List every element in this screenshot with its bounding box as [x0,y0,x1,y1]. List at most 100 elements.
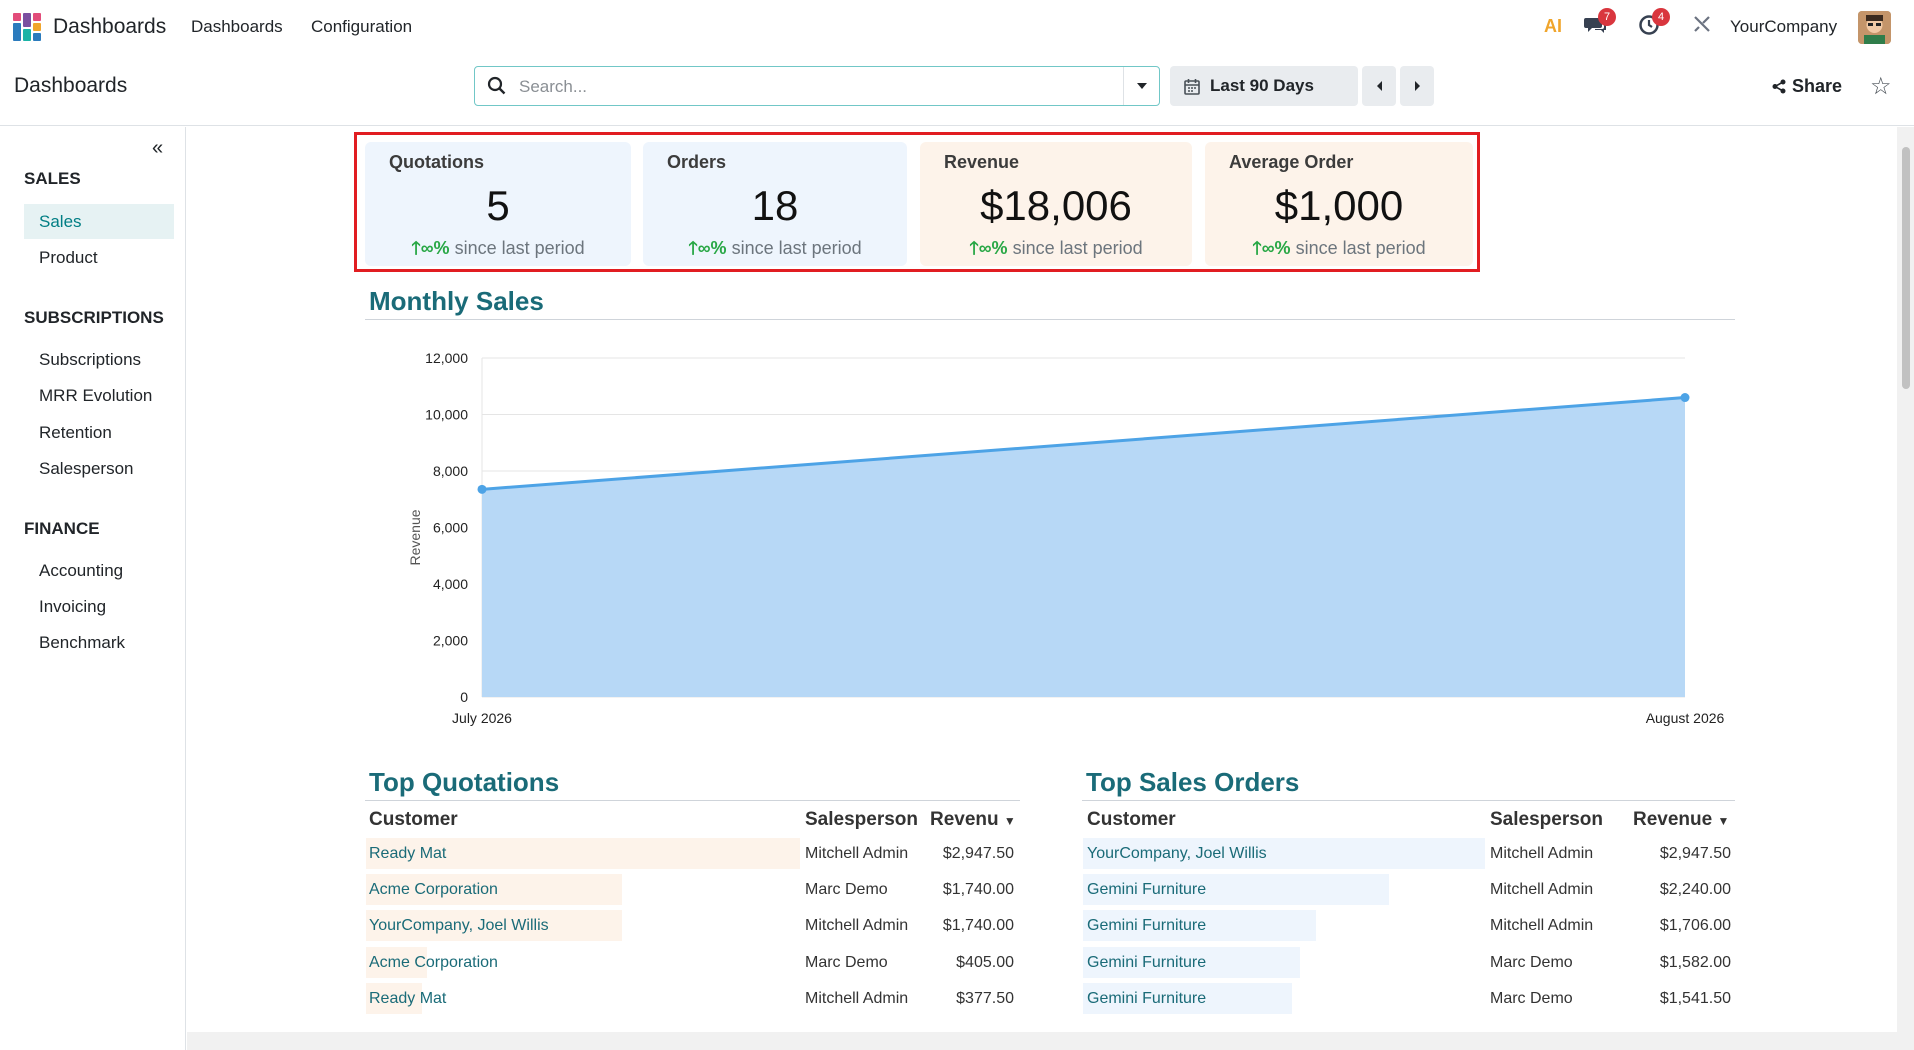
revenue-cell: $2,240.00 [1659,881,1731,899]
debug-tools-icon[interactable] [1692,14,1712,40]
salesperson-cell: Marc Demo [1490,989,1573,1007]
revenue-share-bar [1083,910,1317,942]
kpi-highlight-frame [354,132,1480,272]
revenue-cell: $1,582.00 [1659,953,1731,971]
share-button[interactable]: Share [1772,76,1842,97]
date-filter-button[interactable]: Last 90 Days [1170,66,1358,106]
sidebar-item-subscriptions[interactable]: Subscriptions [39,350,142,369]
ai-icon[interactable]: AI [1544,16,1562,36]
sidebar-item-product[interactable]: Product [39,248,98,267]
arrow-up-icon: 🡑 [688,238,698,258]
section-sales: SALES [24,169,81,188]
salesperson-cell: Mitchell Admin [805,989,909,1007]
customer-link[interactable]: Acme Corporation [369,953,498,971]
revenue-share-bar [366,910,623,942]
revenue-cell: $377.50 [956,989,1014,1007]
sidebar-item-invoicing[interactable]: Invoicing [39,597,107,616]
salesperson-cell: Mitchell Admin [805,917,909,935]
customer-link[interactable]: YourCompany, Joel Willis [1087,845,1267,862]
share-icon [1772,79,1786,94]
col-revenue-sorted[interactable]: Revenu ▼ [930,809,1016,830]
y-tick-label: 12,000 [425,350,468,366]
sidebar-item-accounting[interactable]: Accounting [39,561,124,580]
horizontal-scrollbar[interactable] [187,1032,1914,1050]
caret-down-icon [1136,83,1147,89]
activities-clock-icon[interactable]: 4 [1638,8,1670,42]
company-switcher[interactable]: YourCompany [1730,17,1838,36]
customer-link[interactable]: Ready Mat [369,989,447,1007]
col-salesperson[interactable]: Salesperson [805,809,918,830]
kpi-trend: 🡑∞% since last period [969,238,1143,258]
salesperson-cell: Mitchell Admin [1490,917,1594,935]
arrow-up-icon: 🡑 [1252,238,1262,258]
customer-link[interactable]: Gemini Furniture [1087,989,1207,1007]
sidebar-item-mrr-evolution[interactable]: MRR Evolution [39,386,153,405]
data-point[interactable] [477,484,487,494]
customer-link[interactable]: Gemini Furniture [1087,917,1207,935]
user-avatar[interactable] [1858,11,1891,44]
y-tick-label: 6,000 [433,520,468,536]
kpi-card-quotations[interactable]: Quotations 5 🡑∞% since last period [365,142,631,266]
salesperson-cell: Marc Demo [1490,953,1573,971]
col-revenue-sorted[interactable]: Revenue ▼ [1633,809,1730,830]
monthly-sales-chart[interactable]: 0 2,000 4,000 6,000 8,000 10,000 12,000 July 2… [380,340,1740,740]
revenue-cell: $2,947.50 [942,845,1014,862]
col-customer[interactable]: Customer [1087,809,1176,830]
revenue-cell: $1,541.50 [1659,989,1731,1007]
revenue-share-bar [366,946,427,978]
revenue-area [482,397,1685,697]
favorite-star-icon[interactable]: ☆ [1870,73,1892,100]
y-tick-label: 2,000 [433,633,468,649]
dashboards-app-icon[interactable] [13,13,41,41]
kpi-title: Revenue [944,152,1020,172]
app-name[interactable]: Dashboards [53,15,167,38]
collapse-sidebar-icon[interactable]: « [152,137,164,159]
search-input[interactable] [519,75,1079,99]
customer-link[interactable]: Acme Corporation [369,881,498,899]
kpi-card-average-order[interactable]: Average Order $1,000 🡑∞% since last peri… [1205,142,1473,266]
sidebar-item-sales[interactable]: Sales [24,204,174,239]
sidebar-item-salesperson[interactable]: Salesperson [39,459,134,478]
arrow-up-icon: 🡑 [411,238,421,258]
revenue-share-bar [1083,946,1301,978]
menu-dashboards[interactable]: Dashboards [191,17,283,36]
y-tick-label: 0 [460,689,468,705]
col-salesperson[interactable]: Salesperson [1490,809,1603,830]
share-label: Share [1792,76,1843,96]
revenue-cell: $2,947.50 [1659,845,1731,862]
menu-configuration[interactable]: Configuration [311,17,413,36]
search-bar[interactable] [474,66,1160,106]
monthly-sales-title: Monthly Sales [369,286,544,316]
salesperson-cell: Marc Demo [805,881,888,899]
y-axis-label: Revenue [407,509,423,565]
section-divider [1082,800,1735,801]
next-period-button[interactable] [1400,66,1434,106]
sidebar-item-retention[interactable]: Retention [39,423,112,442]
data-point[interactable] [1680,393,1690,403]
vertical-scrollbar[interactable] [1897,127,1914,1032]
revenue-cell: $1,706.00 [1659,917,1731,935]
revenue-cell: $1,740.00 [942,917,1014,935]
sidebar-item-benchmark[interactable]: Benchmark [39,633,125,652]
col-customer[interactable]: Customer [369,809,458,830]
caret-left-icon [1376,81,1382,91]
calendar-icon [1184,78,1200,95]
kpi-value: $18,006 [980,182,1132,229]
arrow-up-icon: 🡑 [969,238,979,258]
revenue-share-bar [1083,838,1485,869]
customer-link[interactable]: YourCompany, Joel Willis [369,917,549,935]
customer-link[interactable]: Ready Mat [369,845,447,862]
messages-icon[interactable]: 7 [1584,8,1616,42]
top-quotations-title: Top Quotations [369,767,560,797]
kpi-card-revenue[interactable]: Revenue $18,006 🡑∞% since last period [920,142,1192,266]
scroll-thumb[interactable] [1902,147,1910,389]
salesperson-cell: Mitchell Admin [805,845,909,862]
kpi-card-orders[interactable]: Orders 18 🡑∞% since last period [643,142,907,266]
customer-link[interactable]: Gemini Furniture [1087,881,1207,899]
kpi-title: Average Order [1229,152,1354,172]
previous-period-button[interactable] [1362,66,1396,106]
kpi-value: $1,000 [1274,182,1404,229]
customer-link[interactable]: Gemini Furniture [1087,953,1207,971]
search-options-toggle[interactable] [1123,67,1159,105]
revenue-share-bar [366,982,423,1014]
